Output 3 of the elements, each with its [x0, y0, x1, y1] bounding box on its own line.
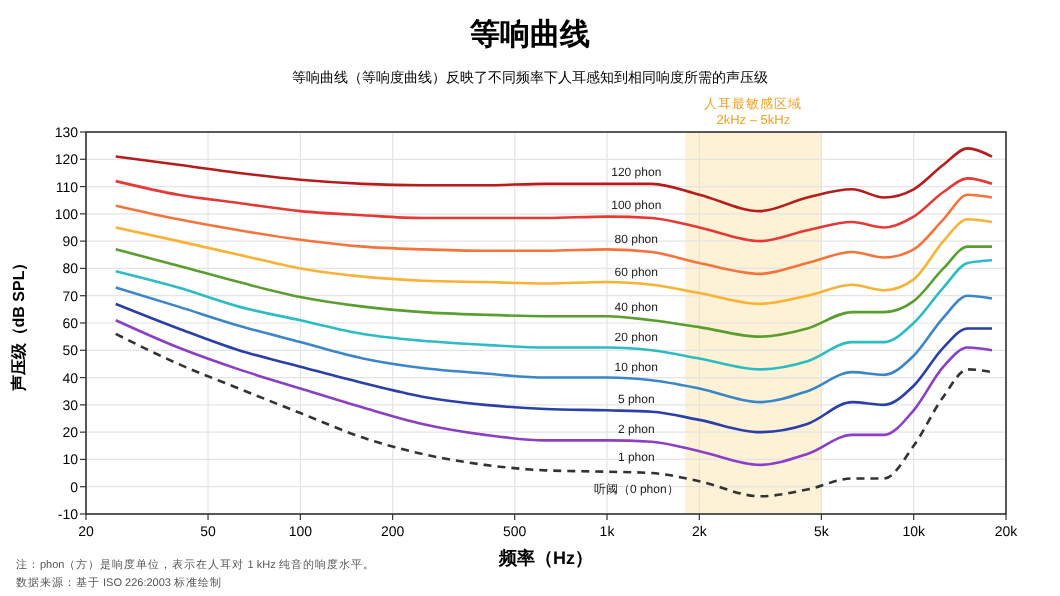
x-axis-title: 频率（Hz）: [497, 548, 593, 568]
chart-title: 等响曲线: [468, 18, 590, 52]
y-axis-title: 声压级（dB SPL）: [10, 254, 28, 394]
